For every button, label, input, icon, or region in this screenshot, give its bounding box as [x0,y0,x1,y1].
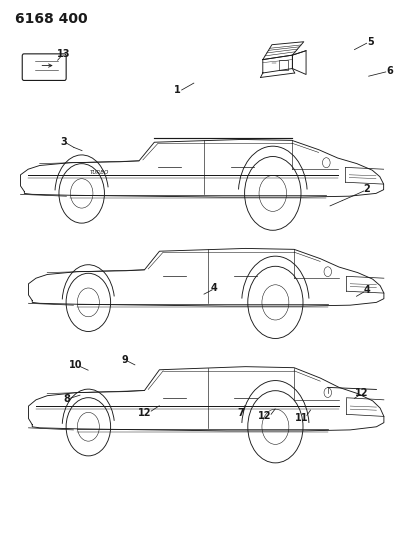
Text: 5: 5 [367,37,374,47]
Text: 1: 1 [174,85,181,95]
Text: TURBO: TURBO [89,171,109,175]
Text: 10: 10 [69,360,83,370]
Text: 4: 4 [211,283,217,293]
Text: 9: 9 [121,354,128,365]
Text: 3: 3 [60,136,67,147]
Text: 8: 8 [63,394,70,405]
Text: 13: 13 [57,49,71,59]
Text: 11: 11 [295,413,308,423]
Text: 12: 12 [258,411,272,422]
Text: 12: 12 [138,408,152,418]
Text: 2: 2 [363,184,370,195]
Text: 4: 4 [363,286,370,295]
Text: 6168 400: 6168 400 [15,12,88,27]
Text: 12: 12 [355,388,368,398]
Text: 7: 7 [237,408,244,418]
Text: 6: 6 [387,66,394,76]
